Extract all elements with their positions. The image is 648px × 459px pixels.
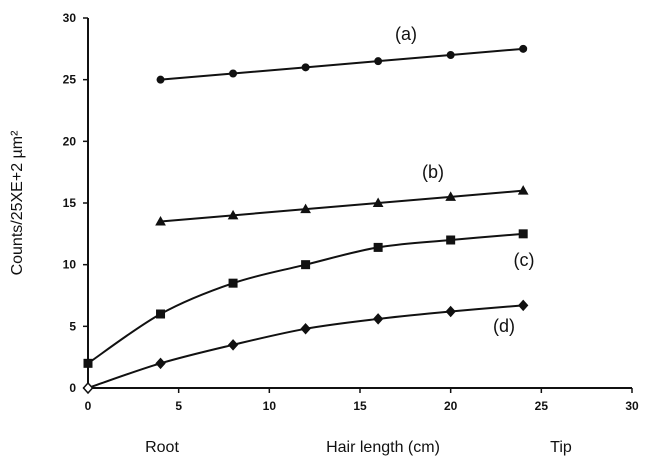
series-4 [82, 299, 529, 395]
series-label: (d) [493, 316, 515, 336]
y-tick-label: 5 [69, 319, 76, 333]
series-2 [155, 185, 529, 226]
data-point [517, 185, 529, 195]
series-label: (c) [514, 250, 535, 270]
series-1 [156, 44, 528, 84]
series-line [160, 47, 524, 81]
series-label: (a) [395, 24, 417, 44]
data-point [446, 51, 455, 59]
x-axis-tip-label: Tip [550, 439, 572, 456]
data-point [446, 235, 456, 245]
y-tick-label: 30 [63, 11, 77, 25]
data-point [301, 63, 310, 72]
data-point [373, 242, 383, 252]
y-tick-label: 10 [63, 258, 77, 272]
data-point [372, 197, 384, 207]
data-point [301, 260, 311, 270]
data-point [156, 75, 165, 84]
x-tick-label: 0 [85, 399, 92, 413]
x-tick-label: 30 [625, 399, 639, 413]
ticks: 0 5 10 15 20 25 30 0 5 10 15 20 25 30 [63, 11, 639, 413]
series-line [87, 232, 524, 365]
y-tick-label: 20 [63, 134, 77, 148]
data-point [155, 357, 166, 370]
x-tick-label: 20 [444, 399, 458, 413]
axes [87, 18, 632, 389]
data-point [374, 57, 383, 66]
x-tick-label: 25 [535, 399, 549, 413]
series-layer [82, 44, 529, 395]
data-point [227, 339, 239, 351]
series-line [160, 189, 524, 223]
x-tick-label: 5 [175, 399, 182, 413]
data-point [228, 278, 238, 288]
data-point [227, 209, 239, 220]
data-point [519, 44, 528, 53]
x-tick-label: 10 [263, 399, 277, 413]
data-point [518, 229, 528, 239]
data-point [445, 191, 457, 201]
y-axis-title: Counts/25XE+2 µm² [9, 130, 26, 276]
data-point [155, 215, 166, 226]
x-axis-title: Hair length (cm) [326, 439, 440, 456]
series-labels: (a) (b) (c) (d) [395, 24, 535, 336]
data-point [372, 313, 384, 325]
series-label: (b) [422, 162, 444, 182]
data-point [518, 299, 529, 312]
data-point [156, 309, 166, 319]
data-point [300, 323, 311, 335]
y-tick-label: 0 [69, 381, 76, 395]
data-point [445, 305, 456, 318]
data-point [300, 203, 311, 214]
data-point [229, 69, 238, 78]
series-3 [83, 229, 528, 368]
x-tick-label: 15 [353, 399, 367, 413]
y-tick-label: 25 [63, 73, 77, 87]
data-point [82, 381, 94, 395]
data-point [83, 358, 93, 368]
x-axis-root-label: Root [145, 439, 179, 456]
y-tick-label: 15 [63, 196, 77, 210]
